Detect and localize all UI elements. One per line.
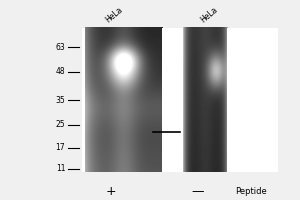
Text: 63: 63 <box>56 43 65 52</box>
Text: HeLa: HeLa <box>104 5 124 24</box>
Text: Peptide: Peptide <box>235 187 267 196</box>
Text: 17: 17 <box>56 143 65 152</box>
Text: 11: 11 <box>56 164 65 173</box>
Bar <box>227 28 278 172</box>
Text: 25: 25 <box>56 120 65 129</box>
Bar <box>162 28 183 172</box>
Text: —: — <box>191 185 204 198</box>
Bar <box>82 28 85 172</box>
Text: HeLa: HeLa <box>199 5 220 24</box>
Text: +: + <box>106 185 117 198</box>
Text: 35: 35 <box>56 96 65 105</box>
Text: 48: 48 <box>56 67 65 76</box>
Bar <box>82 28 278 172</box>
